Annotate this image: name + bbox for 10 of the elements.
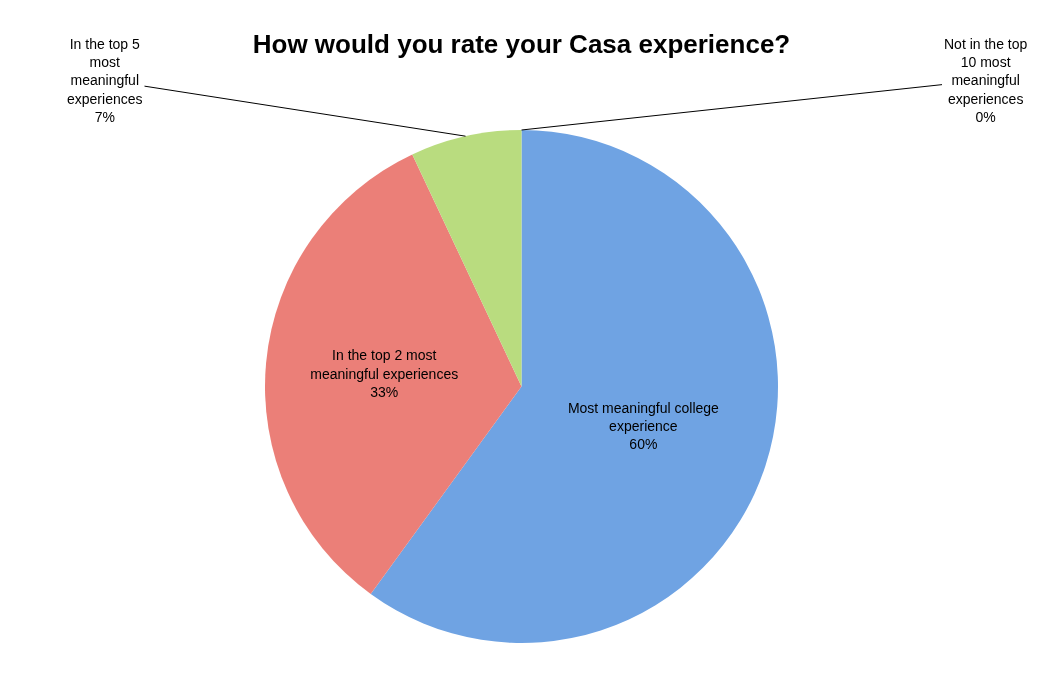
data-label: 7% bbox=[94, 108, 115, 125]
pie-slice bbox=[265, 154, 522, 595]
chart-title: How would you rate your Casa experience? bbox=[252, 28, 791, 59]
text: 0% bbox=[975, 108, 996, 125]
category-label: Not in the top 10 most meaningful experiences bbox=[944, 36, 1028, 107]
data-label: 33% bbox=[370, 383, 399, 400]
data-label: 60% bbox=[629, 436, 658, 453]
slice-label: In the top 2 most meaningful experiences bbox=[310, 347, 459, 382]
slice-label: Most meaningful college experience bbox=[567, 399, 720, 435]
slice-label: In the top 5 most meaningful experiences bbox=[67, 36, 143, 107]
